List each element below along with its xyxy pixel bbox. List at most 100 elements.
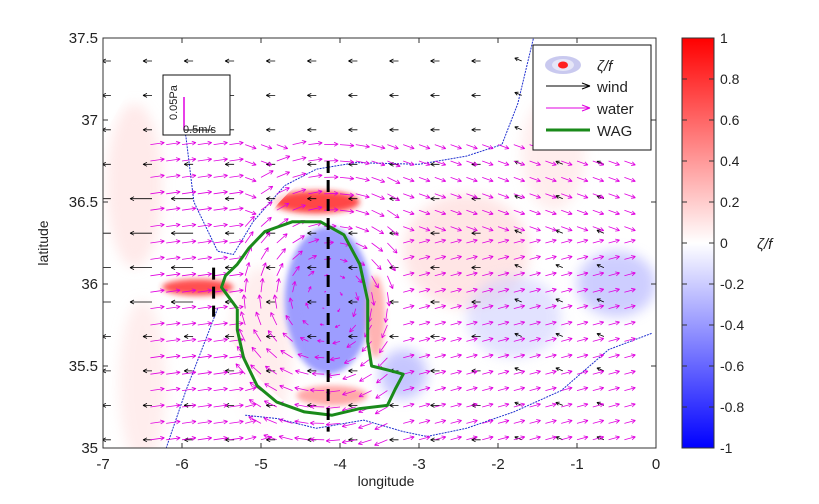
water-arrow <box>387 160 401 168</box>
water-arrow <box>529 209 541 216</box>
water-arrow <box>166 206 181 212</box>
water-arrow <box>181 321 197 326</box>
wind-arrow <box>555 332 563 337</box>
water-arrow <box>608 353 620 359</box>
scale-box: 0.05Pa 0.5m/s <box>162 74 231 136</box>
water-arrow <box>260 201 273 211</box>
wind-arrow <box>142 127 152 133</box>
water-arrow <box>197 140 213 146</box>
water-arrow <box>349 324 357 333</box>
water-arrow <box>266 348 278 359</box>
water-arrow <box>576 337 589 342</box>
water-arrow <box>181 173 197 179</box>
y-tick-label: 37.5 <box>69 30 98 47</box>
water-arrow <box>288 297 294 309</box>
water-arrow <box>561 419 573 424</box>
water-arrow <box>308 270 315 277</box>
water-arrow <box>434 177 447 183</box>
water-arrow <box>166 321 181 326</box>
water-arrow <box>576 209 589 216</box>
water-arrow <box>403 386 415 391</box>
water-arrow <box>371 242 384 252</box>
coastline-segment <box>165 308 219 448</box>
water-arrow <box>339 258 348 263</box>
colorbar-tick-label: 1 <box>720 30 728 46</box>
water-arrow <box>166 419 181 425</box>
wind-arrow <box>266 196 276 202</box>
colorbar: 1 0.8 0.6 0.4 0.2 0 -0.2 -0.4 -0.6 -0.8 -1 ζ/f <box>681 30 774 456</box>
water-arrow <box>166 222 181 228</box>
water-arrow <box>251 346 262 359</box>
water-arrow <box>383 308 389 323</box>
water-arrow <box>150 436 165 441</box>
water-arrow <box>624 419 636 424</box>
x-tick-label: -4 <box>333 456 346 473</box>
water-arrow <box>529 435 541 441</box>
water-arrow <box>592 320 605 326</box>
water-arrow <box>482 386 494 391</box>
water-arrow <box>213 386 228 392</box>
water-arrow <box>150 419 165 425</box>
water-arrow <box>561 226 573 232</box>
water-arrow <box>387 242 398 254</box>
water-arrow <box>166 386 181 392</box>
water-arrow <box>529 337 541 342</box>
water-arrow <box>434 386 447 391</box>
colorbar-tick-label: 0.2 <box>720 194 740 210</box>
water-arrow <box>322 307 325 309</box>
vorticity-patch <box>106 103 163 268</box>
water-arrow <box>529 304 541 309</box>
y-axis-label: latitude <box>35 220 51 265</box>
water-arrow <box>181 206 197 212</box>
plot-frame <box>102 37 657 449</box>
water-arrow <box>229 190 244 195</box>
wind-arrow <box>129 265 152 270</box>
water-arrow <box>608 271 620 277</box>
water-arrow <box>181 190 197 195</box>
colorbar-tick-label: 0.8 <box>720 71 740 87</box>
water-arrow <box>434 238 447 244</box>
water-arrow <box>624 160 636 166</box>
water-arrow <box>245 209 257 216</box>
water-arrow <box>545 337 557 342</box>
water-arrow <box>545 435 557 441</box>
water-arrow <box>529 386 541 391</box>
water-arrow <box>229 206 244 212</box>
water-arrow <box>339 209 355 214</box>
water-arrow <box>561 160 573 166</box>
water-arrow <box>497 287 510 293</box>
water-arrow <box>197 173 213 179</box>
water-arrow <box>624 271 636 277</box>
wind-arrow <box>430 127 440 133</box>
water-arrow <box>294 402 309 408</box>
wind-arrow <box>430 403 440 408</box>
water-arrow <box>608 435 620 441</box>
water-arrow <box>403 353 415 359</box>
water-arrow <box>466 320 478 326</box>
wind-arrow <box>348 334 358 339</box>
wind-arrow <box>348 368 358 374</box>
water-arrow <box>403 435 415 441</box>
water-arrow <box>497 304 510 309</box>
water-arrow <box>418 369 431 375</box>
water-arrow <box>339 291 343 296</box>
water-arrow <box>166 157 181 162</box>
water-arrow <box>561 402 573 408</box>
water-arrow <box>418 304 431 309</box>
water-arrow <box>624 337 636 342</box>
water-arrow <box>342 373 356 380</box>
water-arrow <box>213 140 228 146</box>
water-arrow <box>466 238 478 244</box>
wind-arrow <box>389 58 399 64</box>
water-arrow <box>466 226 478 232</box>
water-arrow <box>181 354 197 359</box>
water-arrow <box>482 337 494 342</box>
water-arrow <box>482 144 494 150</box>
water-arrow <box>576 193 589 199</box>
wind-arrow <box>430 196 440 202</box>
water-arrow <box>371 275 379 289</box>
water-arrow <box>529 419 541 424</box>
water-arrow <box>513 320 526 326</box>
water-arrow <box>346 341 357 348</box>
